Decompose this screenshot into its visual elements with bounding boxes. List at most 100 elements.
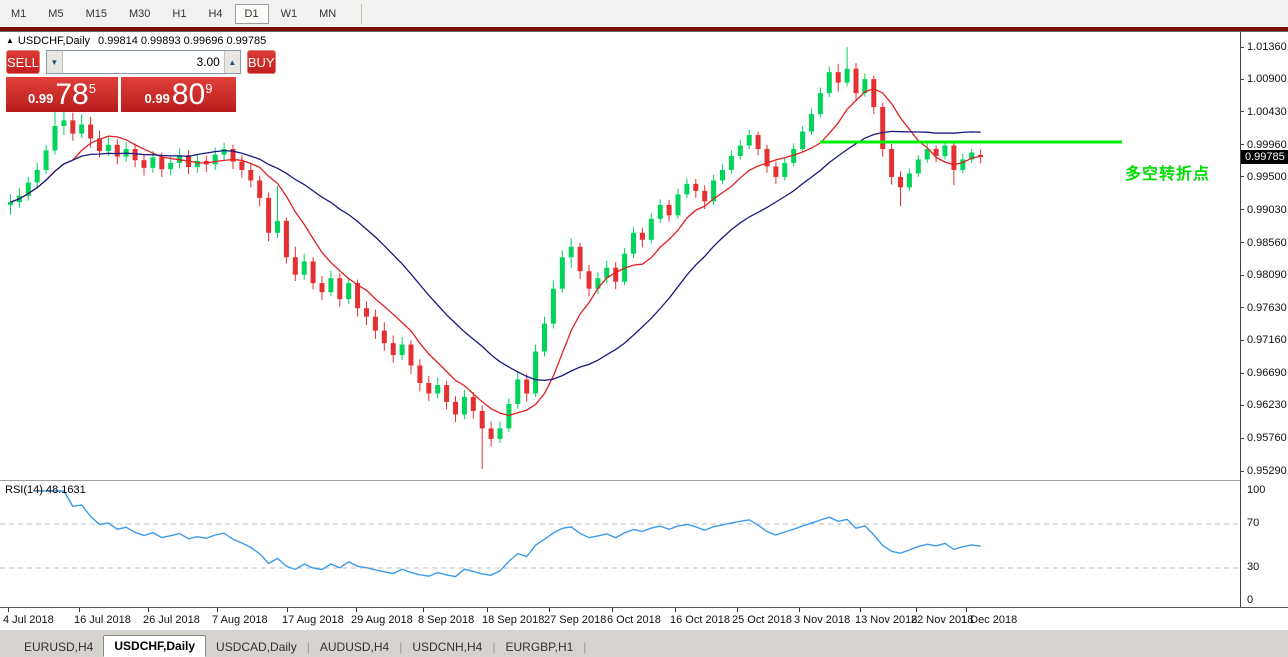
price-axis-tick [1241, 46, 1244, 48]
price-axis-label: 0.96690 [1247, 367, 1287, 380]
date-axis-tick [79, 608, 80, 612]
volume-spinner: ▼ ▲ [45, 50, 241, 74]
price-axis-label: 0.98090 [1247, 269, 1287, 282]
price-chart-canvas [8, 47, 1122, 469]
price-axis-label: 0.96230 [1247, 399, 1287, 412]
date-axis-tick [217, 608, 218, 612]
chart-tab-eurgbp[interactable]: EURGBP,H1 [505, 640, 574, 654]
chart-ohlc-values: 0.99814 0.99893 0.99696 0.99785 [98, 35, 267, 47]
date-axis-label: 4 Jul 2018 [3, 614, 54, 626]
date-axis-label: 27 Sep 2018 [544, 614, 607, 626]
tab-separator: | [306, 640, 310, 654]
sell-button[interactable]: SELL [6, 50, 40, 74]
date-axis-tick [549, 608, 550, 612]
price-axis-label: 0.99500 [1247, 170, 1287, 183]
date-axis-label: 8 Sep 2018 [418, 614, 475, 626]
tab-separator: | [583, 640, 587, 654]
tab-separator: | [492, 640, 496, 654]
chart-title: ▲ USDCHF,Daily 0.99814 0.99893 0.99696 0.9… [6, 35, 266, 47]
date-axis-tick [737, 608, 738, 612]
date-axis-label: 1 Dec 2018 [961, 614, 1018, 626]
price-axis-label: 0.97160 [1247, 334, 1287, 347]
chart-tab-bar: EURUSD,H4 USDCHF,Daily USDCAD,Daily | AUDUSD… [0, 629, 1288, 657]
rsi-axis-label: 30 [1247, 561, 1260, 573]
date-axis-tick [356, 608, 357, 612]
timeframe-button-m5[interactable]: M5 [48, 7, 64, 20]
rsi-indicator-label: RSI(14) 48.1631 [5, 484, 86, 496]
date-axis-tick [966, 608, 967, 612]
tab-separator: | [399, 640, 403, 654]
price-axis-tick [1241, 274, 1244, 276]
chart-tab-usdcnh[interactable]: USDCNH,H4 [412, 640, 483, 654]
date-axis-label: 17 Aug 2018 [282, 614, 344, 626]
date-axis-label: 25 Oct 2018 [732, 614, 792, 626]
timeframe-button-m30[interactable]: M30 [128, 7, 151, 20]
price-axis-tick [1241, 339, 1244, 341]
price-axis: 1.01360 1.00900 1.00430 0.99960 0.99500 0.990… [1240, 32, 1288, 608]
sell-price-prefix: 0.99 [28, 91, 54, 106]
date-axis-tick [487, 608, 488, 612]
price-axis-label: 1.00900 [1247, 73, 1287, 86]
date-axis-label: 26 Jul 2018 [143, 614, 200, 626]
date-axis-label: 3 Nov 2018 [794, 614, 851, 626]
price-axis-tick [1241, 78, 1244, 80]
price-axis-label: 0.95290 [1247, 465, 1287, 477]
date-axis-tick [916, 608, 917, 612]
date-axis-label: 18 Sep 2018 [482, 614, 545, 626]
timeframe-button-m15[interactable]: M15 [85, 7, 107, 20]
chart-tab-audusd[interactable]: AUDUSD,H4 [319, 640, 390, 654]
buy-price-prefix: 0.99 [144, 91, 170, 106]
timeframe-button-h4[interactable]: H4 [208, 7, 223, 20]
date-axis-tick [423, 608, 424, 612]
volume-input[interactable] [62, 51, 224, 73]
date-axis-label: 6 Oct 2018 [607, 614, 661, 626]
volume-decrease-icon[interactable]: ▼ [46, 51, 63, 73]
timeframe-toolbar: M1 M5 M15 M30 H1 H4 D1 W1 MN [0, 0, 1288, 28]
date-axis: 4 Jul 2018 16 Jul 2018 26 Jul 2018 7 Aug 20… [0, 607, 1288, 630]
chart-tab-usdcad[interactable]: USDCAD,Daily [216, 640, 297, 654]
price-axis-tick [1241, 144, 1244, 146]
buy-button[interactable]: BUY [246, 50, 276, 74]
date-axis-label: 7 Aug 2018 [212, 614, 268, 626]
date-axis-tick [799, 608, 800, 612]
timeframe-button-mn[interactable]: MN [319, 7, 337, 20]
collapse-icon[interactable]: ▲ [6, 36, 14, 45]
chart-symbol-period: USDCHF,Daily [17, 35, 91, 47]
price-axis-label: 1.00430 [1247, 105, 1287, 118]
timeframe-button-m1[interactable]: M1 [11, 7, 27, 20]
date-axis-label: 13 Nov 2018 [855, 614, 918, 626]
chart-tab-eurusd[interactable]: EURUSD,H4 [24, 640, 94, 654]
rsi-axis-label: 70 [1247, 517, 1260, 529]
chart-tab-usdchf[interactable]: USDCHF,Daily [103, 635, 207, 657]
price-axis-label: 0.99960 [1247, 138, 1287, 151]
date-axis-tick [675, 608, 676, 612]
buy-price-main: 80 [171, 78, 206, 111]
price-axis-label: 0.99030 [1247, 203, 1287, 216]
rsi-axis-label: 0 [1247, 594, 1254, 606]
price-axis-tick [1241, 470, 1244, 472]
sell-price-button[interactable]: 0.99 78 5 [6, 77, 118, 112]
timeframe-button-d1[interactable]: D1 [234, 3, 269, 24]
date-axis-label: 22 Nov 2018 [911, 614, 974, 626]
price-axis-tick [1241, 111, 1244, 113]
timeframe-button-w1[interactable]: W1 [280, 7, 298, 20]
date-axis-tick [612, 608, 613, 612]
date-axis-tick [860, 608, 861, 612]
price-axis-tick [1241, 176, 1244, 178]
rsi-canvas [0, 490, 1240, 578]
price-axis-tick [1241, 242, 1244, 244]
price-axis-label: 1.01360 [1247, 41, 1287, 53]
buy-price-button[interactable]: 0.99 80 9 [121, 77, 236, 112]
price-axis-label: 0.95760 [1247, 432, 1287, 445]
price-axis-tick [1241, 437, 1244, 439]
price-axis-label: 0.98560 [1247, 236, 1287, 249]
current-price-badge: 0.99785 [1241, 150, 1288, 165]
price-axis-label: 0.97630 [1247, 301, 1287, 314]
date-axis-tick [8, 608, 9, 612]
chart-window: ▲ USDCHF,Daily 0.99814 0.99893 0.99696 0.9… [0, 31, 1288, 608]
date-axis-label: 29 Aug 2018 [351, 614, 413, 626]
timeframe-button-h1[interactable]: H1 [172, 7, 187, 20]
one-click-trading-panel: SELL ▼ ▲ BUY 0.99 78 5 0.99 80 9 [6, 50, 276, 112]
date-axis-tick [148, 608, 149, 612]
volume-increase-icon[interactable]: ▲ [223, 51, 240, 73]
